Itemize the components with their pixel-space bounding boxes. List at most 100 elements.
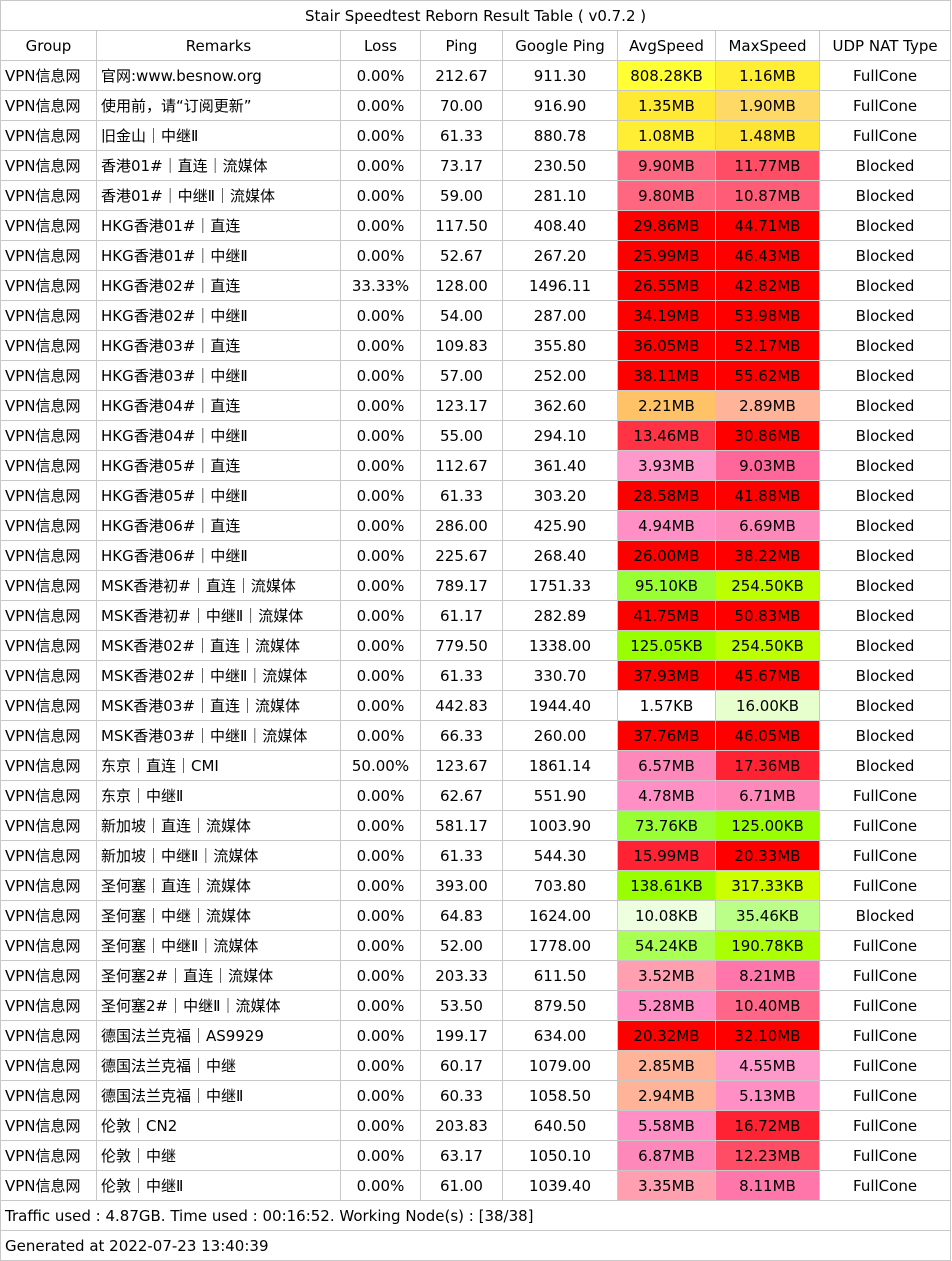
cell-avg-speed: 15.99MB — [617, 840, 716, 871]
cell-max-speed: 20.33MB — [715, 840, 820, 871]
table-row: VPN信息网 德国法兰克福｜中继 0.00% 60.17 1079.00 2.85MB 4.… — [0, 1050, 952, 1081]
cell-ping: 203.83 — [420, 1110, 503, 1141]
cell-udp-nat-type: FullCone — [818, 1170, 952, 1201]
cell-avg-speed: 2.21MB — [617, 390, 716, 421]
cell-max-speed: 317.33KB — [715, 870, 820, 901]
cell-ping: 61.33 — [420, 480, 503, 511]
cell-ping: 63.17 — [420, 1140, 503, 1171]
cell-google-ping: 281.10 — [502, 180, 618, 211]
cell-avg-speed: 26.55MB — [617, 270, 716, 301]
cell-remarks: HKG香港05#｜中继Ⅱ — [96, 480, 341, 511]
cell-group: VPN信息网 — [0, 930, 97, 961]
cell-loss: 0.00% — [340, 690, 421, 721]
cell-udp-nat-type: FullCone — [818, 1020, 952, 1051]
cell-loss: 0.00% — [340, 780, 421, 811]
header-remarks: Remarks — [96, 30, 341, 61]
cell-loss: 0.00% — [340, 1020, 421, 1051]
cell-group: VPN信息网 — [0, 840, 97, 871]
cell-group: VPN信息网 — [0, 660, 97, 691]
cell-google-ping: 1778.00 — [502, 930, 618, 961]
table-row: VPN信息网 MSK香港03#｜中继Ⅱ｜流媒体 0.00% 66.33 260.00 37… — [0, 720, 952, 751]
cell-group: VPN信息网 — [0, 120, 97, 151]
cell-remarks: 德国法兰克福｜中继Ⅱ — [96, 1080, 341, 1111]
cell-google-ping: 634.00 — [502, 1020, 618, 1051]
cell-avg-speed: 25.99MB — [617, 240, 716, 271]
table-row: VPN信息网 MSK香港初#｜直连｜流媒体 0.00% 789.17 1751.33 95… — [0, 570, 952, 601]
cell-max-speed: 45.67MB — [715, 660, 820, 691]
cell-avg-speed: 38.11MB — [617, 360, 716, 391]
cell-ping: 789.17 — [420, 570, 503, 601]
cell-avg-speed: 5.58MB — [617, 1110, 716, 1141]
cell-google-ping: 355.80 — [502, 330, 618, 361]
cell-avg-speed: 54.24KB — [617, 930, 716, 961]
cell-avg-speed: 20.32MB — [617, 1020, 716, 1051]
cell-loss: 0.00% — [340, 330, 421, 361]
cell-udp-nat-type: FullCone — [818, 1140, 952, 1171]
cell-udp-nat-type: Blocked — [818, 480, 952, 511]
title-row: Stair Speedtest Reborn Result Table ( v0… — [0, 0, 952, 31]
table-row: VPN信息网 东京｜中继Ⅱ 0.00% 62.67 551.90 4.78MB 6.71MB… — [0, 780, 952, 811]
cell-loss: 0.00% — [340, 480, 421, 511]
cell-google-ping: 1751.33 — [502, 570, 618, 601]
cell-remarks: 德国法兰克福｜AS9929 — [96, 1020, 341, 1051]
cell-avg-speed: 4.78MB — [617, 780, 716, 811]
cell-udp-nat-type: Blocked — [818, 210, 952, 241]
cell-avg-speed: 138.61KB — [617, 870, 716, 901]
cell-avg-speed: 808.28KB — [617, 60, 716, 91]
cell-ping: 128.00 — [420, 270, 503, 301]
cell-google-ping: 879.50 — [502, 990, 618, 1021]
cell-ping: 123.67 — [420, 750, 503, 781]
cell-max-speed: 50.83MB — [715, 600, 820, 631]
table-row: VPN信息网 HKG香港06#｜直连 0.00% 286.00 425.90 4.94MB… — [0, 510, 952, 541]
header-loss: Loss — [340, 30, 421, 61]
table-row: VPN信息网 圣何塞｜中继｜流媒体 0.00% 64.83 1624.00 10.08KB… — [0, 900, 952, 931]
cell-remarks: 伦敦｜CN2 — [96, 1110, 341, 1141]
table-row: VPN信息网 香港01#｜中继Ⅱ｜流媒体 0.00% 59.00 281.10 9.80M… — [0, 180, 952, 211]
cell-google-ping: 880.78 — [502, 120, 618, 151]
cell-avg-speed: 6.57MB — [617, 750, 716, 781]
cell-udp-nat-type: Blocked — [818, 630, 952, 661]
cell-avg-speed: 73.76KB — [617, 810, 716, 841]
cell-loss: 0.00% — [340, 300, 421, 331]
cell-ping: 123.17 — [420, 390, 503, 421]
header-row: Group Remarks Loss Ping Google Ping AvgS… — [0, 30, 952, 61]
cell-avg-speed: 13.46MB — [617, 420, 716, 451]
cell-avg-speed: 34.19MB — [617, 300, 716, 331]
header-max-speed: MaxSpeed — [715, 30, 820, 61]
cell-loss: 0.00% — [340, 240, 421, 271]
footer-row-generated: Generated at 2022-07-23 13:40:39 — [0, 1230, 952, 1261]
cell-loss: 0.00% — [340, 1170, 421, 1201]
cell-ping: 53.50 — [420, 990, 503, 1021]
cell-max-speed: 32.10MB — [715, 1020, 820, 1051]
cell-max-speed: 254.50KB — [715, 570, 820, 601]
cell-google-ping: 260.00 — [502, 720, 618, 751]
cell-avg-speed: 41.75MB — [617, 600, 716, 631]
table-row: VPN信息网 圣何塞｜直连｜流媒体 0.00% 393.00 703.80 138.61K… — [0, 870, 952, 901]
cell-google-ping: 1039.40 — [502, 1170, 618, 1201]
cell-google-ping: 1944.40 — [502, 690, 618, 721]
cell-group: VPN信息网 — [0, 360, 97, 391]
cell-group: VPN信息网 — [0, 900, 97, 931]
cell-group: VPN信息网 — [0, 720, 97, 751]
cell-ping: 55.00 — [420, 420, 503, 451]
cell-avg-speed: 1.35MB — [617, 90, 716, 121]
cell-max-speed: 16.00KB — [715, 690, 820, 721]
header-google-ping: Google Ping — [502, 30, 618, 61]
cell-loss: 0.00% — [340, 600, 421, 631]
cell-loss: 0.00% — [340, 60, 421, 91]
cell-loss: 0.00% — [340, 360, 421, 391]
cell-remarks: HKG香港03#｜中继Ⅱ — [96, 360, 341, 391]
cell-ping: 60.33 — [420, 1080, 503, 1111]
cell-google-ping: 294.10 — [502, 420, 618, 451]
cell-group: VPN信息网 — [0, 1080, 97, 1111]
cell-ping: 59.00 — [420, 180, 503, 211]
cell-udp-nat-type: FullCone — [818, 1080, 952, 1111]
cell-udp-nat-type: Blocked — [818, 360, 952, 391]
cell-remarks: 东京｜直连｜CMI — [96, 750, 341, 781]
cell-remarks: 新加坡｜中继Ⅱ｜流媒体 — [96, 840, 341, 871]
table-row: VPN信息网 香港01#｜直连｜流媒体 0.00% 73.17 230.50 9.90MB… — [0, 150, 952, 181]
cell-group: VPN信息网 — [0, 690, 97, 721]
cell-google-ping: 1861.14 — [502, 750, 618, 781]
cell-remarks: 官网:www.besnow.org — [96, 60, 341, 91]
cell-google-ping: 703.80 — [502, 870, 618, 901]
